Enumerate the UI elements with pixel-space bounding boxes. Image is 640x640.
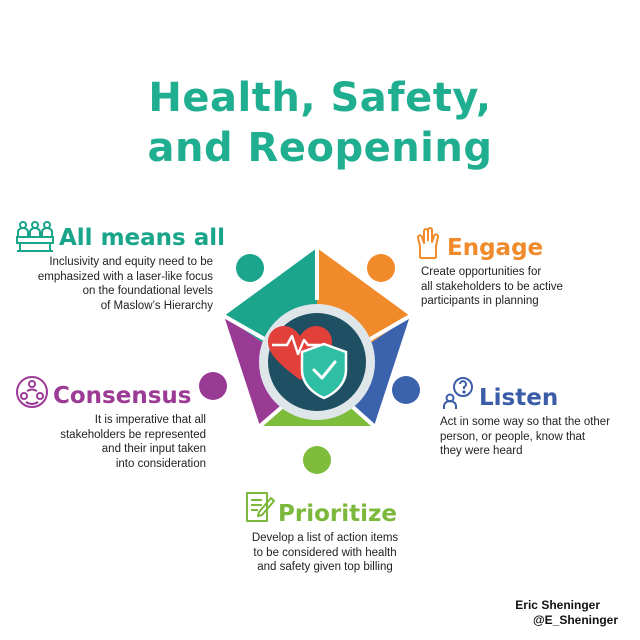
author-name: Eric Sheninger	[515, 598, 600, 612]
page-title-line-1: Health, Safety,	[148, 75, 492, 121]
puzzle-knob-purple	[199, 372, 227, 400]
section-description-consensus: It is imperative that all stakeholders b…	[60, 414, 206, 470]
checklist-icon	[246, 492, 275, 522]
classroom-icon	[16, 221, 54, 252]
section-description-engage: Create opportunities for all stakeholder…	[421, 266, 563, 307]
person-question-icon	[443, 377, 473, 409]
section-description-prioritize: Develop a list of action items to be con…	[251, 532, 399, 573]
puzzle-knob-orange	[367, 254, 395, 282]
puzzle-knob-blue	[392, 376, 420, 404]
raised-hands-icon	[416, 227, 440, 259]
section-description-all-means-all: Inclusivity and equity need to be emphas…	[37, 256, 213, 312]
page-title-line-2: and Reopening	[147, 125, 493, 171]
section-title-all-means-all: All means all	[59, 225, 226, 251]
section-title-engage: Engage	[447, 235, 544, 261]
section-title-consensus: Consensus	[53, 383, 192, 409]
puzzle-knob-teal	[236, 254, 264, 282]
author-handle: @E_Sheninger	[532, 613, 618, 627]
heart-shield-icon	[268, 326, 348, 400]
section-description-listen: Act in some way so that the other person…	[440, 416, 611, 457]
section-title-listen: Listen	[479, 385, 559, 411]
people-circle-icon	[16, 376, 48, 408]
section-title-prioritize: Prioritize	[278, 501, 397, 527]
puzzle-knob-green	[303, 446, 331, 474]
